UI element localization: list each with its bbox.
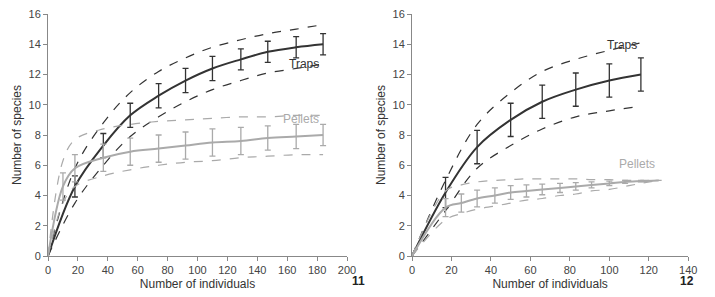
svg-text:8: 8 — [399, 129, 405, 141]
svg-text:140: 140 — [679, 264, 697, 276]
svg-text:Traps: Traps — [607, 38, 637, 52]
svg-text:10: 10 — [393, 99, 405, 111]
svg-text:11: 11 — [352, 274, 365, 288]
svg-text:0: 0 — [409, 264, 415, 276]
svg-text:180: 180 — [308, 264, 326, 276]
svg-text:Pellets: Pellets — [619, 157, 655, 171]
svg-text:20: 20 — [445, 264, 457, 276]
svg-text:120: 120 — [640, 264, 658, 276]
svg-text:100: 100 — [188, 264, 206, 276]
svg-text:14: 14 — [393, 38, 405, 50]
svg-text:200: 200 — [338, 264, 356, 276]
svg-text:8: 8 — [35, 129, 41, 141]
svg-text:12: 12 — [680, 274, 694, 288]
svg-text:Pellets: Pellets — [283, 112, 319, 126]
svg-text:140: 140 — [248, 264, 266, 276]
svg-text:0: 0 — [35, 250, 41, 262]
svg-text:2: 2 — [399, 220, 405, 232]
svg-text:16: 16 — [393, 8, 405, 20]
svg-text:4: 4 — [399, 189, 405, 201]
svg-text:Number of species: Number of species — [374, 85, 388, 185]
svg-text:6: 6 — [399, 159, 405, 171]
svg-text:2: 2 — [35, 220, 41, 232]
svg-text:Number of individuals: Number of individuals — [140, 277, 255, 291]
svg-text:160: 160 — [278, 264, 296, 276]
svg-text:12: 12 — [29, 68, 41, 80]
svg-text:40: 40 — [102, 264, 114, 276]
svg-text:120: 120 — [218, 264, 236, 276]
svg-text:80: 80 — [161, 264, 173, 276]
svg-text:4: 4 — [35, 189, 41, 201]
svg-text:40: 40 — [485, 264, 497, 276]
svg-text:Number of species: Number of species — [10, 85, 24, 185]
svg-text:60: 60 — [132, 264, 144, 276]
svg-text:60: 60 — [524, 264, 536, 276]
svg-text:6: 6 — [35, 159, 41, 171]
svg-text:80: 80 — [564, 264, 576, 276]
svg-text:10: 10 — [29, 99, 41, 111]
svg-text:0: 0 — [45, 264, 51, 276]
svg-text:16: 16 — [29, 8, 41, 20]
svg-text:20: 20 — [72, 264, 84, 276]
svg-text:12: 12 — [393, 68, 405, 80]
svg-text:Number of individuals: Number of individuals — [492, 277, 607, 291]
svg-text:100: 100 — [600, 264, 618, 276]
svg-text:0: 0 — [399, 250, 405, 262]
svg-text:Traps: Traps — [289, 57, 319, 71]
svg-text:14: 14 — [29, 38, 41, 50]
